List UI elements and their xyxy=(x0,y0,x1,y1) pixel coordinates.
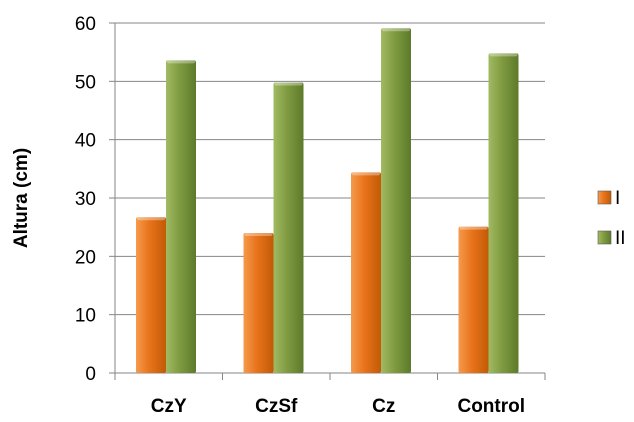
bar-ii-czsf xyxy=(273,82,304,373)
legend-swatch-ii xyxy=(597,230,612,245)
x-category-label: CzSf xyxy=(255,396,298,417)
y-tick-label: 0 xyxy=(85,364,96,385)
legend-swatch-i xyxy=(597,190,612,205)
x-category-label: CzY xyxy=(151,396,187,417)
legend-label-ii: II xyxy=(615,228,626,249)
bar-ii-czy xyxy=(166,60,196,373)
bar-i-czsf xyxy=(243,233,274,373)
bar-highlight xyxy=(459,226,488,230)
bar-highlight xyxy=(274,82,303,86)
x-category-label: Cz xyxy=(372,396,395,417)
bar-highlight xyxy=(382,28,410,32)
bar-ii-cz xyxy=(381,28,411,373)
legend-label-i: I xyxy=(615,188,620,209)
y-tick-label: 30 xyxy=(75,189,96,210)
labels: 0 10 20 30 40 50 60 CzY CzSf Cz Control Altura (cm) xyxy=(11,14,525,417)
y-tick-label: 50 xyxy=(75,72,96,93)
bar-highlight xyxy=(489,53,518,57)
bar-i-czy xyxy=(136,217,166,373)
x-category-label: Control xyxy=(457,396,525,417)
bar-highlight xyxy=(244,233,273,236)
y-tick-label: 20 xyxy=(75,247,96,268)
y-tick-label: 60 xyxy=(75,14,96,35)
y-tick-label: 40 xyxy=(75,131,96,152)
bar-highlight xyxy=(137,217,165,221)
y-tick-label: 10 xyxy=(75,306,96,327)
bar-ii-control xyxy=(488,53,519,373)
bar-highlight xyxy=(167,60,195,64)
bar-highlight xyxy=(352,172,380,176)
legend: III xyxy=(597,188,626,249)
y-axis-title: Altura (cm) xyxy=(11,148,32,248)
bar-i-control xyxy=(458,226,489,373)
bars xyxy=(136,28,519,373)
bar-i-cz xyxy=(351,172,381,373)
